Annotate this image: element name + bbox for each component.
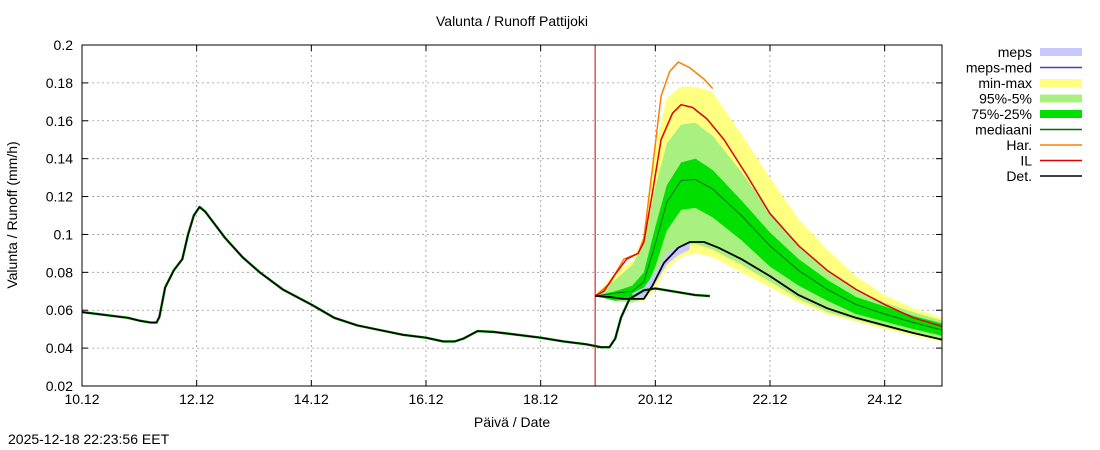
x-tick-label: 10.12 [64, 391, 99, 407]
series-lines [81, 45, 943, 386]
y-tick-label: 0.18 [46, 75, 73, 91]
legend-label: Det. [1006, 168, 1032, 184]
x-tick-label: 18.12 [523, 391, 558, 407]
x-tick-label: 14.12 [294, 391, 329, 407]
x-tick-label: 16.12 [408, 391, 443, 407]
p75-25-band [595, 158, 942, 336]
legend: mepsmeps-medmin-max95%-5%75%-25%mediaani… [966, 44, 1082, 184]
y-tick-label: 0.1 [54, 226, 74, 242]
observed-line [81, 206, 710, 348]
legend-label: 95%-5% [979, 91, 1032, 107]
il-line [594, 103, 943, 328]
x-tick-label: 24.12 [867, 391, 902, 407]
mediaani-line [595, 179, 943, 331]
x-axis-label: Päivä / Date [474, 414, 550, 430]
plot-frame [81, 44, 943, 387]
y-tick-label: 0.02 [46, 378, 73, 394]
legend-swatch [1040, 48, 1082, 56]
legend-label: 75%-25% [971, 106, 1032, 122]
det-line [595, 241, 943, 341]
y-tick-label: 0.08 [46, 264, 73, 280]
legend-label: min-max [978, 75, 1032, 91]
x-tick-label: 12.12 [179, 391, 214, 407]
har-line [594, 61, 714, 297]
timestamp: 2025-12-18 22:23:56 EET [8, 431, 170, 447]
y-tick-label: 0.06 [46, 302, 73, 318]
x-tick-label: 22.12 [752, 391, 787, 407]
axis-ticks: 0.02 0.04 0.06 0.08 0.1 0.12 0.14 0.16 0.18 0.2 10… [46, 37, 942, 407]
chart-title: Valunta / Runoff Pattijoki [436, 13, 588, 29]
legend-swatch [1040, 94, 1082, 103]
y-axis-label: Valunta / Runoff (mm/h) [4, 141, 20, 288]
legend-label: Har. [1006, 137, 1032, 153]
y-tick-label: 0.12 [46, 189, 73, 205]
y-tick-label: 0.14 [46, 151, 73, 167]
legend-label: meps [998, 44, 1032, 60]
legend-label: meps-med [966, 60, 1032, 76]
x-tick-label: 20.12 [638, 391, 673, 407]
legend-label: IL [1020, 153, 1032, 169]
legend-label: mediaani [975, 122, 1032, 138]
y-tick-label: 0.2 [54, 37, 74, 53]
legend-swatch [1040, 110, 1082, 118]
y-tick-label: 0.04 [46, 340, 73, 356]
y-tick-label: 0.16 [46, 113, 73, 129]
legend-swatch [1040, 79, 1082, 87]
